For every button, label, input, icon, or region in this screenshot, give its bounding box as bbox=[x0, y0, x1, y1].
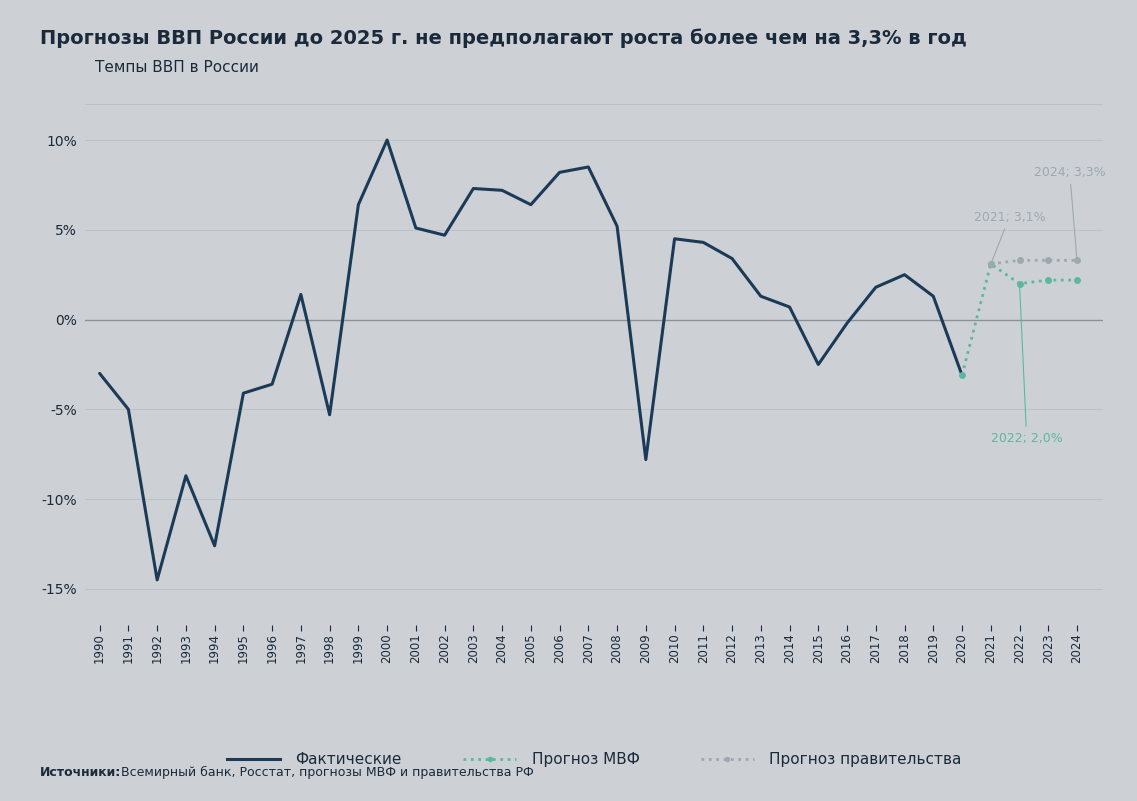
Legend: Фактические, Прогноз МВФ, Прогноз правительства: Фактические, Прогноз МВФ, Прогноз правит… bbox=[221, 746, 968, 773]
Text: 2024; 3,3%: 2024; 3,3% bbox=[1034, 166, 1105, 258]
Text: Всемирный банк, Росстат, прогнозы МВФ и правительства РФ: Всемирный банк, Росстат, прогнозы МВФ и … bbox=[117, 766, 534, 779]
Text: Источники:: Источники: bbox=[40, 766, 121, 779]
Text: Прогнозы ВВП России до 2025 г. не предполагают роста более чем на 3,3% в год: Прогнозы ВВП России до 2025 г. не предпо… bbox=[40, 28, 966, 47]
Text: Темпы ВВП в России: Темпы ВВП в России bbox=[96, 60, 259, 74]
Text: 2021; 3,1%: 2021; 3,1% bbox=[973, 211, 1045, 261]
Text: 2022; 2,0%: 2022; 2,0% bbox=[990, 287, 1063, 445]
